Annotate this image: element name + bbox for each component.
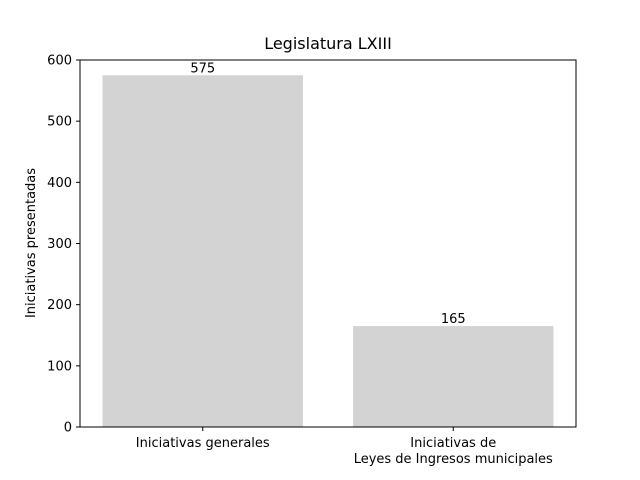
y-tick-label: 0 bbox=[64, 421, 72, 436]
x-tick-label-line: Leyes de Ingresos municipales bbox=[354, 452, 553, 467]
bar-value-label-1: 575 bbox=[190, 61, 215, 76]
bar-value-label-2: 165 bbox=[441, 312, 466, 327]
x-tick-label: Iniciativas de Leyes de Ingresos municipa… bbox=[354, 436, 553, 467]
bar-1 bbox=[102, 75, 303, 428]
y-tick-label: 200 bbox=[47, 298, 72, 313]
y-tick-label: 100 bbox=[47, 359, 72, 374]
y-tick-label: 300 bbox=[47, 237, 72, 252]
y-axis-label: Iniciativas presentadas bbox=[24, 168, 39, 318]
plot-area: 575 165 0 100 200 300 400 500 600 Iniciativas gen… bbox=[47, 54, 577, 467]
x-tick-label: Iniciativas generales bbox=[136, 436, 270, 451]
bar-2 bbox=[353, 326, 554, 427]
y-tick-label: 600 bbox=[47, 54, 72, 69]
y-tick-label: 500 bbox=[47, 115, 72, 130]
y-tick-label: 400 bbox=[47, 176, 72, 191]
x-tick-label-line: Iniciativas generales bbox=[136, 436, 270, 451]
x-tick-label-line: Iniciativas de bbox=[410, 436, 496, 451]
chart-title: Legislatura LXIII bbox=[264, 34, 392, 53]
